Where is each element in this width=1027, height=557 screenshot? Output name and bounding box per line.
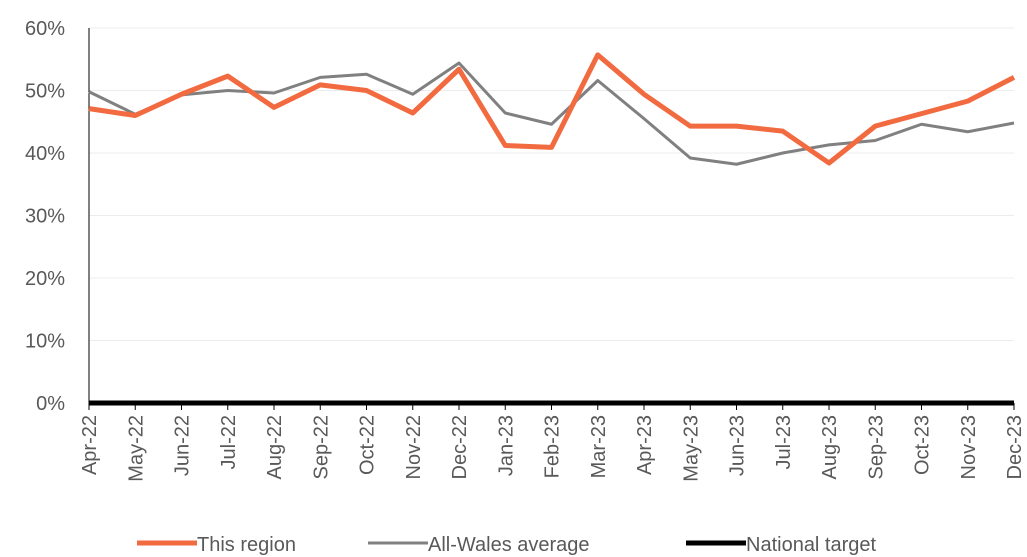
series-line	[88, 52, 1016, 166]
y-tick-label: 30%	[25, 206, 65, 228]
x-tick-label: Apr-23	[634, 415, 656, 475]
x-tick-label: Dec-23	[1004, 415, 1026, 479]
y-tick-label: 10%	[25, 331, 65, 353]
x-tick-label: Nov-22	[403, 415, 425, 479]
x-tick-label: May-22	[125, 415, 147, 482]
legend-label: All-Wales average	[428, 534, 590, 556]
x-tick-label: Aug-22	[264, 415, 286, 480]
x-tick-label: Feb-23	[542, 415, 564, 478]
x-tick-label: Jun-22	[172, 415, 194, 476]
y-tick-label: 0%	[36, 393, 65, 415]
y-tick-label: 60%	[25, 18, 65, 40]
legend-label: This region	[197, 534, 296, 556]
x-tick-label: Jul-22	[218, 415, 240, 469]
x-tick-label: Jan-23	[495, 415, 517, 476]
y-tick-label: 40%	[25, 143, 65, 165]
x-tick-label: Dec-22	[449, 415, 471, 479]
x-tick-label: Nov-23	[958, 415, 980, 479]
x-tick-label: Sep-22	[310, 415, 332, 480]
legend-label: National target	[746, 534, 877, 556]
x-tick-label: Oct-22	[357, 415, 379, 475]
x-tick-label: Jul-23	[773, 415, 795, 469]
x-tick-label: Sep-23	[865, 415, 887, 480]
x-tick-label: Aug-23	[819, 415, 841, 480]
x-tick-label: May-23	[680, 415, 702, 482]
y-tick-label: 20%	[25, 268, 65, 290]
y-tick-label: 50%	[25, 81, 65, 103]
x-tick-label: Apr-22	[79, 415, 101, 475]
x-tick-label: Oct-23	[912, 415, 934, 475]
x-tick-label: Mar-23	[588, 415, 610, 478]
x-tick-label: Jun-23	[727, 415, 749, 476]
series-line	[88, 61, 1015, 166]
